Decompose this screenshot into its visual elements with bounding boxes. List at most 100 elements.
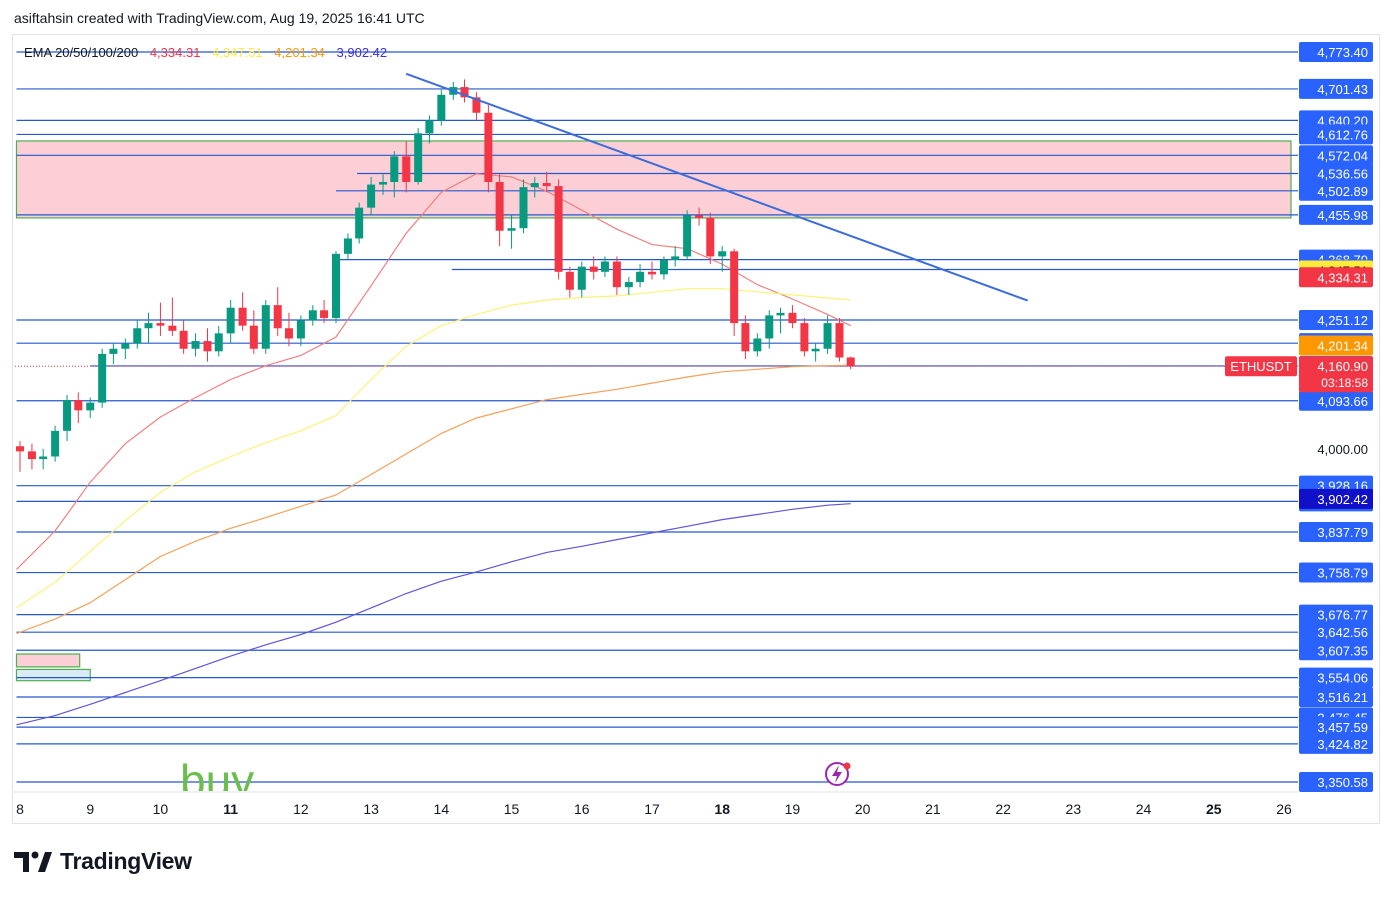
candle-body xyxy=(16,446,24,452)
last-price-value: 4,160.90 xyxy=(1317,359,1368,374)
candle-20 xyxy=(249,310,258,354)
time-tick-17: 25 xyxy=(1206,801,1222,817)
price-label-7: 4,455.98 xyxy=(1317,208,1368,223)
candle-52 xyxy=(624,276,633,295)
ema-price-tag-1: 4,334.31 xyxy=(1317,270,1368,285)
price-label-bg-20 xyxy=(1299,640,1373,661)
candle-body xyxy=(683,215,692,257)
candle-15 xyxy=(191,333,200,357)
time-tick-7: 15 xyxy=(504,801,520,817)
candle-42 xyxy=(507,215,516,249)
time-tick-13: 21 xyxy=(925,801,941,817)
candle-30 xyxy=(367,176,376,216)
candle-28 xyxy=(343,233,352,259)
candle-body xyxy=(788,312,797,324)
price-label-24: 3,457.59 xyxy=(1317,720,1368,735)
price-label-0: 4,773.40 xyxy=(1317,45,1368,60)
zone-rect-0 xyxy=(15,140,1292,219)
candle-body xyxy=(179,330,188,349)
tradingview-logo[interactable]: TradingView xyxy=(14,848,192,875)
time-tick-1: 9 xyxy=(86,801,94,817)
candle-58 xyxy=(695,207,704,226)
candle-32 xyxy=(390,151,399,198)
candle-body xyxy=(98,353,107,403)
candle-body xyxy=(27,451,36,460)
buy-annotation: buy xyxy=(180,755,254,807)
time-tick-0: 8 xyxy=(16,801,24,817)
candle-9 xyxy=(121,338,130,360)
time-tick-2: 10 xyxy=(153,801,169,817)
candle-55 xyxy=(659,256,668,280)
price-label-4: 4,572.04 xyxy=(1317,148,1368,163)
candle-66 xyxy=(788,305,797,329)
time-tick-8: 16 xyxy=(574,801,590,817)
candle-11 xyxy=(144,312,153,344)
candle-body xyxy=(191,341,200,349)
price-label-bg-26 xyxy=(1299,772,1373,792)
candle-48 xyxy=(577,261,586,298)
ema-price-tag-bg-1 xyxy=(1299,267,1373,288)
candle-body xyxy=(765,315,774,339)
candle-body xyxy=(261,305,270,349)
price-label-20: 3,607.35 xyxy=(1317,643,1368,658)
candle-body xyxy=(671,256,680,260)
candle-body xyxy=(495,182,504,231)
price-label-bg-17 xyxy=(1299,562,1373,583)
price-label-bg-16 xyxy=(1299,522,1373,543)
candle-40 xyxy=(484,105,493,193)
ema-price-tag-2: 4,201.34 xyxy=(1317,339,1368,354)
candle-17 xyxy=(214,325,223,357)
candle-56 xyxy=(671,246,680,267)
candle-34 xyxy=(414,128,423,185)
candle-body xyxy=(63,400,72,431)
price-label-21: 3,554.06 xyxy=(1317,671,1368,686)
candle-31 xyxy=(379,174,388,195)
chart-frame[interactable]: 4,773.40 4,701.43 4,640.20 4,612.76 4,572.04… xyxy=(12,34,1380,824)
candle-body xyxy=(776,312,785,316)
price-label-bg-4 xyxy=(1299,145,1373,166)
price-label-bg-25 xyxy=(1299,733,1373,754)
candle-63 xyxy=(753,333,762,357)
candle-14 xyxy=(179,320,188,354)
candle-body xyxy=(367,184,376,208)
time-tick-15: 23 xyxy=(1066,801,1082,817)
price-label-22: 3,516.21 xyxy=(1317,690,1368,705)
candle-38 xyxy=(460,79,469,103)
candle-3 xyxy=(51,425,60,462)
candle-body xyxy=(121,343,130,349)
price-label-3: 4,612.76 xyxy=(1317,127,1368,142)
candle-body xyxy=(846,357,855,367)
candle-body xyxy=(168,325,177,331)
candle-body xyxy=(823,323,832,349)
candle-53 xyxy=(636,264,645,288)
candle-65 xyxy=(776,307,785,334)
price-tick-0: 4,000.00 xyxy=(1317,442,1368,457)
candle-71 xyxy=(846,356,855,370)
candle-33 xyxy=(402,140,411,193)
candle-59 xyxy=(706,212,715,265)
candle-46 xyxy=(554,179,563,280)
candle-body xyxy=(612,261,621,288)
candle-0 xyxy=(16,441,24,472)
candle-4 xyxy=(63,394,72,442)
candle-body xyxy=(730,251,739,324)
price-chart[interactable]: 4,773.404,701.434,640.204,612.764,572.04… xyxy=(13,35,1379,823)
candle-35 xyxy=(425,115,434,144)
candle-49 xyxy=(589,256,598,280)
candle-body xyxy=(554,186,563,272)
time-tick-4: 12 xyxy=(293,801,309,817)
candle-body xyxy=(636,271,645,283)
candle-body xyxy=(741,323,750,352)
price-label-bg-0 xyxy=(1299,42,1373,62)
candle-body xyxy=(484,112,493,183)
ema50-value: 4,347.51 xyxy=(212,45,263,60)
candle-68 xyxy=(811,343,820,362)
zone-rect-1 xyxy=(15,653,81,668)
candle-body xyxy=(144,323,153,329)
time-tick-6: 14 xyxy=(434,801,450,817)
ema-line-ema200 xyxy=(16,503,851,726)
time-tick-9: 17 xyxy=(644,801,660,817)
candle-body xyxy=(203,341,212,352)
candle-body xyxy=(390,156,399,183)
candle-39 xyxy=(472,92,481,121)
